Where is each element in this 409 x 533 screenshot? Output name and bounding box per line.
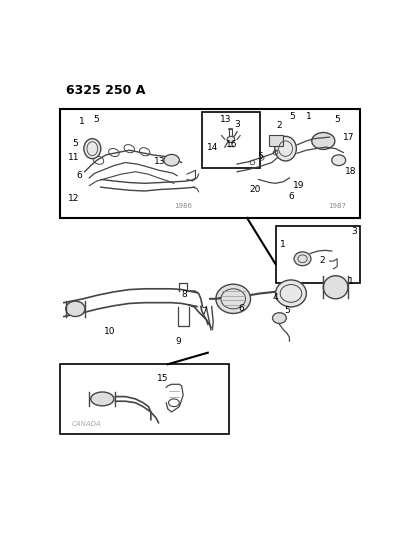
Bar [202,112,260,168]
Text: 3: 3 [351,227,356,236]
Text: 20: 20 [249,185,260,194]
Text: 6: 6 [238,304,243,313]
Text: 14: 14 [206,143,218,151]
Text: 2: 2 [276,121,281,130]
Ellipse shape [164,155,179,166]
Text: 1: 1 [280,240,285,249]
Text: 6: 6 [288,192,293,201]
Text: 16: 16 [225,140,237,149]
Text: 13: 13 [219,115,231,124]
Ellipse shape [293,252,310,265]
Text: 6325 250 A: 6325 250 A [66,84,145,98]
Text: 7: 7 [200,308,206,317]
Text: 8: 8 [182,290,187,300]
Text: 19: 19 [292,181,303,190]
Text: 3: 3 [234,119,239,128]
Text: 15: 15 [157,374,169,383]
Ellipse shape [90,392,114,406]
Text: 9: 9 [175,337,180,346]
Text: 5: 5 [283,306,289,315]
Ellipse shape [331,155,345,166]
Ellipse shape [65,301,85,317]
Text: 12: 12 [68,194,79,203]
Bar [275,225,360,284]
Bar [60,109,360,218]
Ellipse shape [274,136,296,161]
Text: 10: 10 [104,327,115,336]
Text: 1: 1 [79,117,84,126]
Bar [269,135,283,146]
Ellipse shape [272,313,285,324]
Text: 1: 1 [305,112,311,121]
Ellipse shape [311,133,334,149]
Ellipse shape [227,136,234,142]
Text: 13: 13 [154,157,165,166]
Text: 18: 18 [344,167,356,176]
Text: 4: 4 [272,293,278,302]
Ellipse shape [83,139,101,159]
Text: 1987: 1987 [327,204,345,209]
Text: 1986: 1986 [174,204,192,209]
Text: 6: 6 [76,171,82,180]
Text: 1: 1 [347,277,353,286]
Bar [60,364,229,433]
Text: 5: 5 [72,139,78,148]
Text: 2: 2 [318,256,324,265]
Text: 17: 17 [342,133,354,142]
Text: 5: 5 [257,152,263,161]
Text: CANADA: CANADA [72,421,101,427]
Text: 11: 11 [68,154,79,163]
Text: 5: 5 [333,115,339,124]
Text: 5: 5 [289,112,294,121]
Ellipse shape [216,284,250,313]
Ellipse shape [275,280,306,307]
Ellipse shape [323,276,347,299]
Text: 5: 5 [93,115,99,124]
